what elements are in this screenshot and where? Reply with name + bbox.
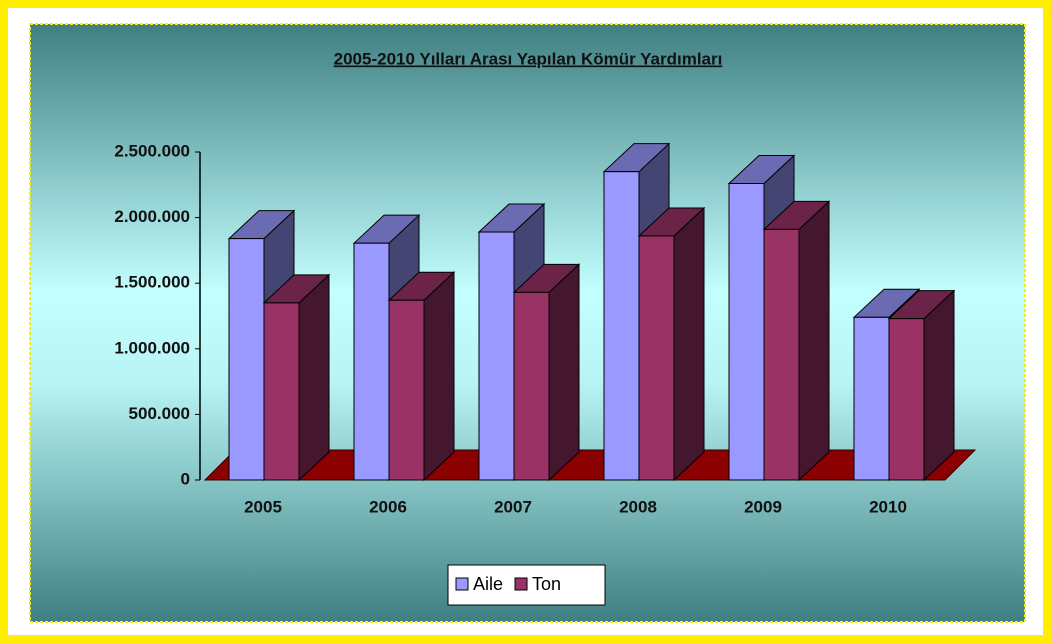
x-tick-label: 2005 bbox=[244, 497, 282, 516]
bar-side bbox=[798, 200, 830, 482]
bar bbox=[478, 231, 515, 481]
bar bbox=[228, 238, 265, 481]
bar bbox=[603, 171, 640, 481]
x-tick-label: 2010 bbox=[869, 497, 907, 516]
bar bbox=[763, 228, 800, 481]
bar bbox=[888, 318, 925, 481]
x-tick-label: 2008 bbox=[619, 497, 657, 516]
y-tick-label: 1.500.000 bbox=[114, 273, 190, 292]
bar bbox=[513, 291, 550, 481]
legend-label: Ton bbox=[532, 574, 561, 594]
chart-title: 2005-2010 Yılları Arası Yapılan Kömür Ya… bbox=[334, 49, 723, 68]
y-tick-label: 2.000.000 bbox=[114, 207, 190, 226]
bar bbox=[263, 302, 300, 481]
y-tick-label: 2.500.000 bbox=[114, 141, 190, 160]
bar-side bbox=[923, 289, 955, 482]
bar bbox=[853, 316, 890, 481]
bar-side bbox=[548, 263, 580, 482]
bar bbox=[353, 242, 390, 481]
y-tick-label: 1.000.000 bbox=[114, 338, 190, 357]
y-tick-label: 0 bbox=[181, 469, 190, 488]
legend-swatch bbox=[455, 577, 469, 591]
bar bbox=[638, 235, 675, 481]
bar-side bbox=[298, 273, 330, 482]
bar bbox=[388, 299, 425, 481]
y-tick-label: 500.000 bbox=[129, 404, 190, 423]
x-tick-label: 2009 bbox=[744, 497, 782, 516]
legend-swatch bbox=[514, 577, 528, 591]
bar-side bbox=[423, 271, 455, 482]
legend-label: Aile bbox=[473, 574, 503, 594]
x-tick-label: 2007 bbox=[494, 497, 532, 516]
x-tick-label: 2006 bbox=[369, 497, 407, 516]
bar bbox=[728, 182, 765, 481]
bar-side bbox=[673, 206, 705, 482]
